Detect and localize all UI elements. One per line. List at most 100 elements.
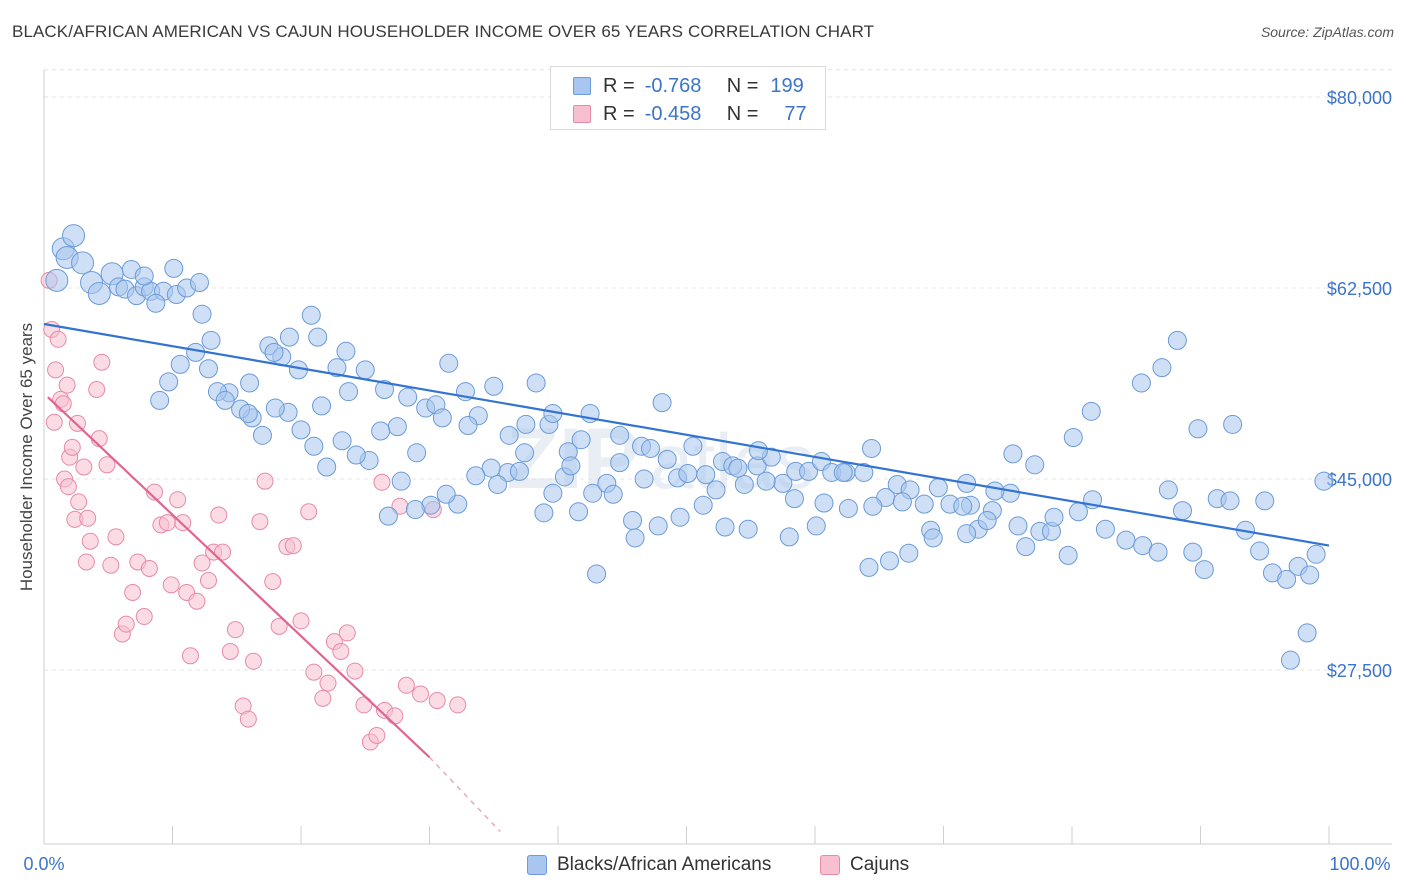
cajun-point: [221, 642, 239, 660]
black-african-american-point: [45, 268, 69, 292]
black-african-american-point: [238, 404, 258, 424]
black-african-american-point: [543, 483, 563, 503]
black-african-american-point: [1300, 565, 1320, 585]
black-african-american-point: [1116, 530, 1136, 550]
black-african-american-point: [1167, 330, 1187, 350]
cajun-point: [47, 361, 65, 379]
black-african-american-point: [569, 502, 589, 522]
black-african-american-point: [1131, 373, 1151, 393]
black-african-american-point: [738, 519, 758, 539]
blue-swatch: [527, 855, 547, 875]
cajun-point: [135, 608, 153, 626]
black-african-american-point: [291, 420, 311, 440]
cajun-point: [146, 483, 164, 501]
cajun-point: [70, 493, 88, 511]
cajun-point: [292, 612, 310, 630]
black-african-american-point: [279, 327, 299, 347]
black-african-american-point: [641, 438, 661, 458]
black-african-american-point: [170, 354, 190, 374]
black-african-american-point: [734, 474, 754, 494]
cajun-point: [169, 491, 187, 509]
x-tick-label: 0.0%: [23, 854, 64, 874]
black-african-american-point: [516, 414, 536, 434]
cajun-point: [338, 624, 356, 642]
pink-trend-line: [47, 396, 431, 759]
legend-row-cajuns: R = -0.458 N = 77: [573, 100, 807, 128]
black-african-american-point: [398, 387, 418, 407]
black-african-american-point: [317, 457, 337, 477]
black-african-american-point: [146, 293, 166, 313]
black-african-american-point: [407, 443, 427, 463]
y-tick-label: $80,000: [1327, 88, 1392, 108]
legend-n-value: 199: [770, 74, 804, 97]
black-african-american-point: [1152, 358, 1172, 378]
black-african-american-point: [1280, 650, 1300, 670]
legend-r-label: R =: [603, 74, 635, 97]
black-african-american-point: [648, 516, 668, 536]
black-african-american-point: [859, 557, 879, 577]
cajun-point: [63, 438, 81, 456]
black-african-american-point: [583, 483, 603, 503]
black-african-american-point: [1025, 455, 1045, 475]
black-african-american-point: [186, 342, 206, 362]
black-african-american-point: [610, 453, 630, 473]
black-african-american-point: [928, 478, 948, 498]
cajun-point: [428, 692, 446, 710]
black-african-american-point: [1183, 542, 1203, 562]
black-african-american-point: [391, 471, 411, 491]
black-african-american-point: [332, 431, 352, 451]
black-african-american-point: [1158, 480, 1178, 500]
legend-r-value: -0.458: [644, 102, 702, 125]
black-african-american-point: [728, 458, 748, 478]
black-african-american-point: [1095, 519, 1115, 539]
black-african-american-point: [706, 480, 726, 500]
pink-swatch: [573, 105, 591, 123]
cajun-point: [199, 572, 217, 590]
cajun-point: [102, 556, 120, 574]
cajun-point: [449, 696, 467, 714]
cajun-point: [193, 554, 211, 572]
black-african-american-point: [308, 327, 328, 347]
cajun-point: [181, 647, 199, 665]
y-tick-label: $62,500: [1327, 279, 1392, 299]
cajun-point: [77, 553, 95, 571]
black-african-american-point: [1223, 414, 1243, 434]
black-african-american-point: [985, 481, 1005, 501]
black-african-american-point: [914, 494, 934, 514]
black-african-american-point: [198, 359, 218, 379]
black-african-american-point: [466, 466, 486, 486]
cajun-point: [58, 376, 76, 394]
cajun-point: [88, 381, 106, 399]
trend-lines: [43, 322, 1330, 833]
black-african-american-point: [484, 376, 504, 396]
black-african-american-point: [561, 456, 581, 476]
black-african-american-point: [880, 551, 900, 571]
cajuns-points: [40, 271, 467, 751]
cajun-point: [386, 707, 404, 725]
black-african-american-point: [252, 425, 272, 445]
black-african-american-point: [1003, 444, 1023, 464]
black-african-american-point: [346, 445, 366, 465]
black-african-american-point: [1068, 502, 1088, 522]
black-african-american-point: [1044, 507, 1064, 527]
legend-r-label: R =: [603, 102, 635, 125]
black-african-american-point: [134, 266, 154, 286]
black-african-american-point: [953, 496, 973, 516]
cajun-point: [75, 458, 93, 476]
black-african-american-point: [863, 496, 883, 516]
cajun-point: [140, 559, 158, 577]
legend-n-value: 77: [784, 102, 807, 125]
legend-item-blacks[interactable]: Blacks/African Americans: [527, 852, 771, 878]
black-african-american-point: [634, 469, 654, 489]
black-african-american-point: [1297, 623, 1317, 643]
black-african-american-point: [1058, 545, 1078, 565]
legend-item-cajuns[interactable]: Cajuns: [820, 852, 909, 878]
black-african-american-point: [833, 462, 853, 482]
cajun-point: [107, 528, 125, 546]
black-african-american-point: [784, 489, 804, 509]
black-african-american-point: [587, 564, 607, 584]
black-african-american-point: [201, 330, 221, 350]
black-african-american-point: [458, 416, 478, 436]
series-legend: Blacks/African Americans Cajuns: [0, 852, 1406, 878]
